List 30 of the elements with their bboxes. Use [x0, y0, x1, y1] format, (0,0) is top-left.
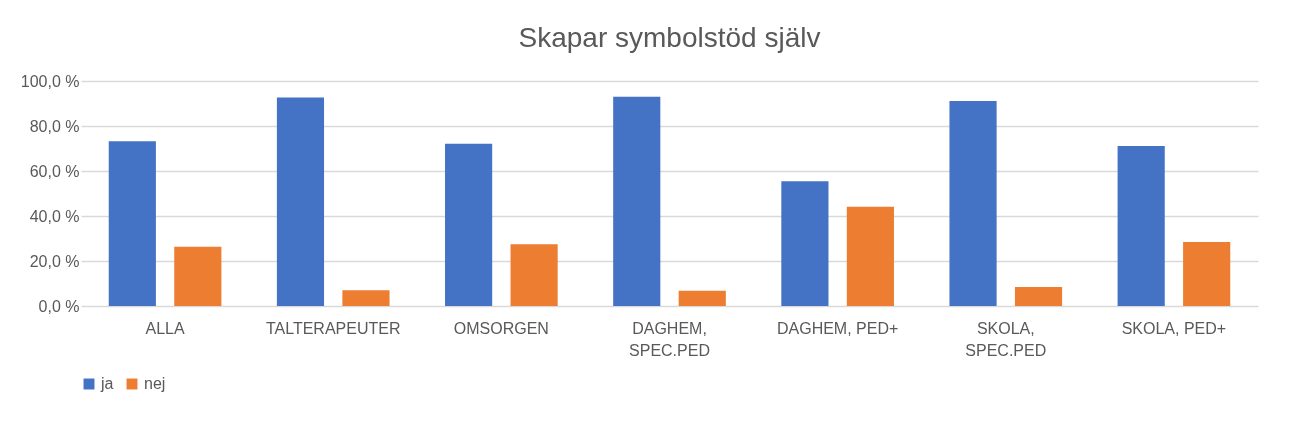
bar — [445, 143, 493, 306]
bar — [276, 97, 325, 306]
bar — [108, 141, 156, 306]
bar — [949, 101, 997, 306]
y-tick-label: 100,0 % — [20, 72, 80, 90]
x-tick-label: SKOLA, PED+ — [1121, 319, 1227, 337]
x-tick-label: DAGHEM, PED+ — [776, 319, 899, 337]
bar — [846, 206, 894, 306]
bar — [678, 290, 726, 306]
bar — [174, 246, 222, 306]
bar — [781, 181, 829, 306]
bar — [1014, 286, 1063, 306]
bar — [510, 244, 558, 306]
bar — [1183, 242, 1231, 306]
x-tick-label: DAGHEM, SPEC.PED — [629, 319, 710, 359]
y-tick-label: 40,0 % — [29, 207, 80, 225]
legend-label: nej — [144, 375, 166, 392]
x-tick-label: ALLA — [145, 319, 185, 337]
chart-title: Skapar symbolstöd själv — [518, 22, 821, 53]
y-tick-label: 60,0 % — [29, 162, 80, 180]
y-tick-label: 80,0 % — [29, 117, 80, 135]
y-tick-label: 20,0 % — [29, 252, 80, 270]
x-tick-label: SKOLA, SPEC.PED — [965, 319, 1047, 359]
bar — [342, 290, 390, 306]
bar — [1117, 146, 1165, 306]
legend-label: ja — [100, 375, 114, 392]
x-tick-label: TALTERAPEUTER — [265, 319, 401, 337]
y-tick-label: 0,0 % — [38, 297, 80, 315]
x-tick-label: OMSORGEN — [453, 319, 549, 337]
bar — [613, 96, 661, 306]
